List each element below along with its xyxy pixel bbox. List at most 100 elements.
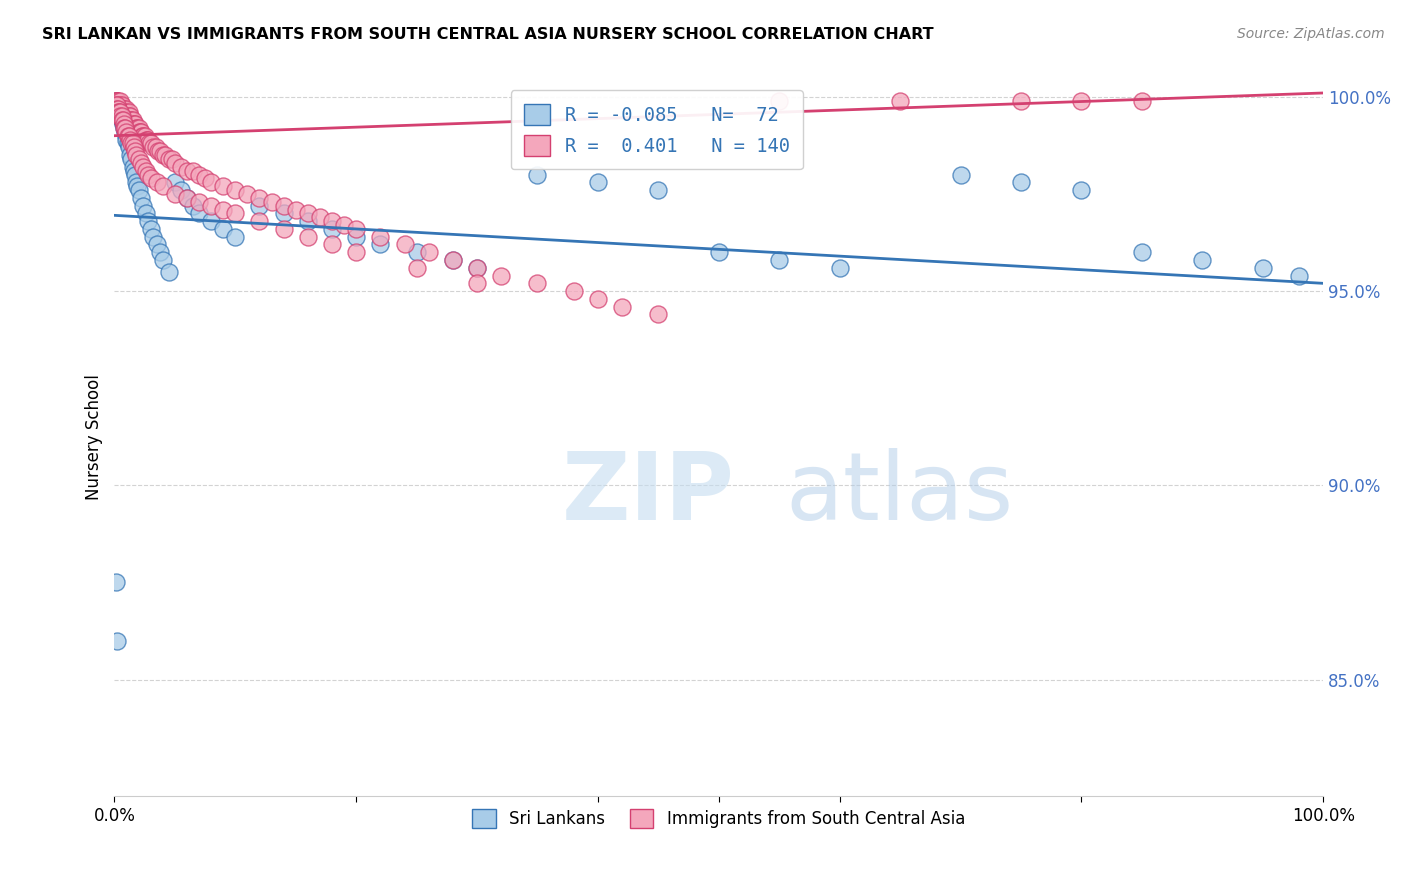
Point [125,175,148,189]
Point [112,117,135,131]
Point [181,199,204,213]
Point [115,128,138,143]
Point [194,171,217,186]
Point [122,140,145,154]
Point [125,148,148,162]
Point [212,179,235,194]
Point [108,102,131,116]
Point [128,125,150,139]
Point [405,245,427,260]
Point [586,175,609,189]
Point [224,183,246,197]
Point [127,120,149,135]
Point [124,117,146,131]
Point [120,132,142,146]
Point [112,102,135,116]
Point [129,156,152,170]
Point [441,252,464,267]
Point [112,120,135,135]
Point [108,105,131,120]
Point [104,97,127,112]
Point [105,97,128,112]
Point [273,206,295,220]
Text: ZIP: ZIP [561,449,734,541]
Point [321,222,343,236]
Point [124,145,146,159]
Point [120,113,142,128]
Point [110,105,132,120]
Point [107,102,129,116]
Point [181,163,204,178]
Point [104,94,127,108]
Point [127,179,149,194]
Point [1288,268,1310,283]
Point [142,140,165,154]
Point [170,183,193,197]
Point [105,102,128,116]
Point [122,163,145,178]
Point [115,132,138,146]
Point [647,307,669,321]
Point [647,183,669,197]
Point [131,128,153,143]
Point [105,94,128,108]
Point [107,102,129,116]
Point [111,109,134,123]
Point [110,94,132,108]
Point [136,168,159,182]
Point [111,97,134,112]
Point [107,109,129,123]
Point [105,633,128,648]
Point [1191,252,1213,267]
Point [236,186,259,201]
Point [105,97,128,112]
Point [153,148,176,162]
Point [146,145,169,159]
Point [297,214,319,228]
Point [111,102,134,116]
Point [135,132,157,146]
Point [249,199,271,213]
Point [111,105,134,120]
Point [111,113,134,128]
Point [110,97,132,112]
Point [120,113,142,128]
Point [114,109,136,123]
Point [333,218,356,232]
Point [465,260,488,275]
Point [110,102,132,116]
Point [105,97,128,112]
Point [108,97,131,112]
Point [152,179,174,194]
Point [104,97,127,112]
Point [465,260,488,275]
Point [1010,94,1032,108]
Point [465,277,488,291]
Point [170,160,193,174]
Point [117,136,139,151]
Point [115,105,138,120]
Point [249,191,271,205]
Point [107,105,129,120]
Point [120,109,142,123]
Point [139,171,162,186]
Point [157,152,180,166]
Point [145,237,167,252]
Point [115,102,138,116]
Point [405,260,427,275]
Point [135,163,157,178]
Point [149,245,172,260]
Point [111,109,134,123]
Point [768,252,790,267]
Point [111,117,134,131]
Point [118,105,141,120]
Text: SRI LANKAN VS IMMIGRANTS FROM SOUTH CENTRAL ASIA NURSERY SCHOOL CORRELATION CHAR: SRI LANKAN VS IMMIGRANTS FROM SOUTH CENT… [42,27,934,42]
Text: Source: ZipAtlas.com: Source: ZipAtlas.com [1237,27,1385,41]
Point [128,183,150,197]
Point [112,117,135,131]
Point [107,97,129,112]
Point [212,202,235,217]
Point [135,206,157,220]
Point [344,245,367,260]
Point [949,168,972,182]
